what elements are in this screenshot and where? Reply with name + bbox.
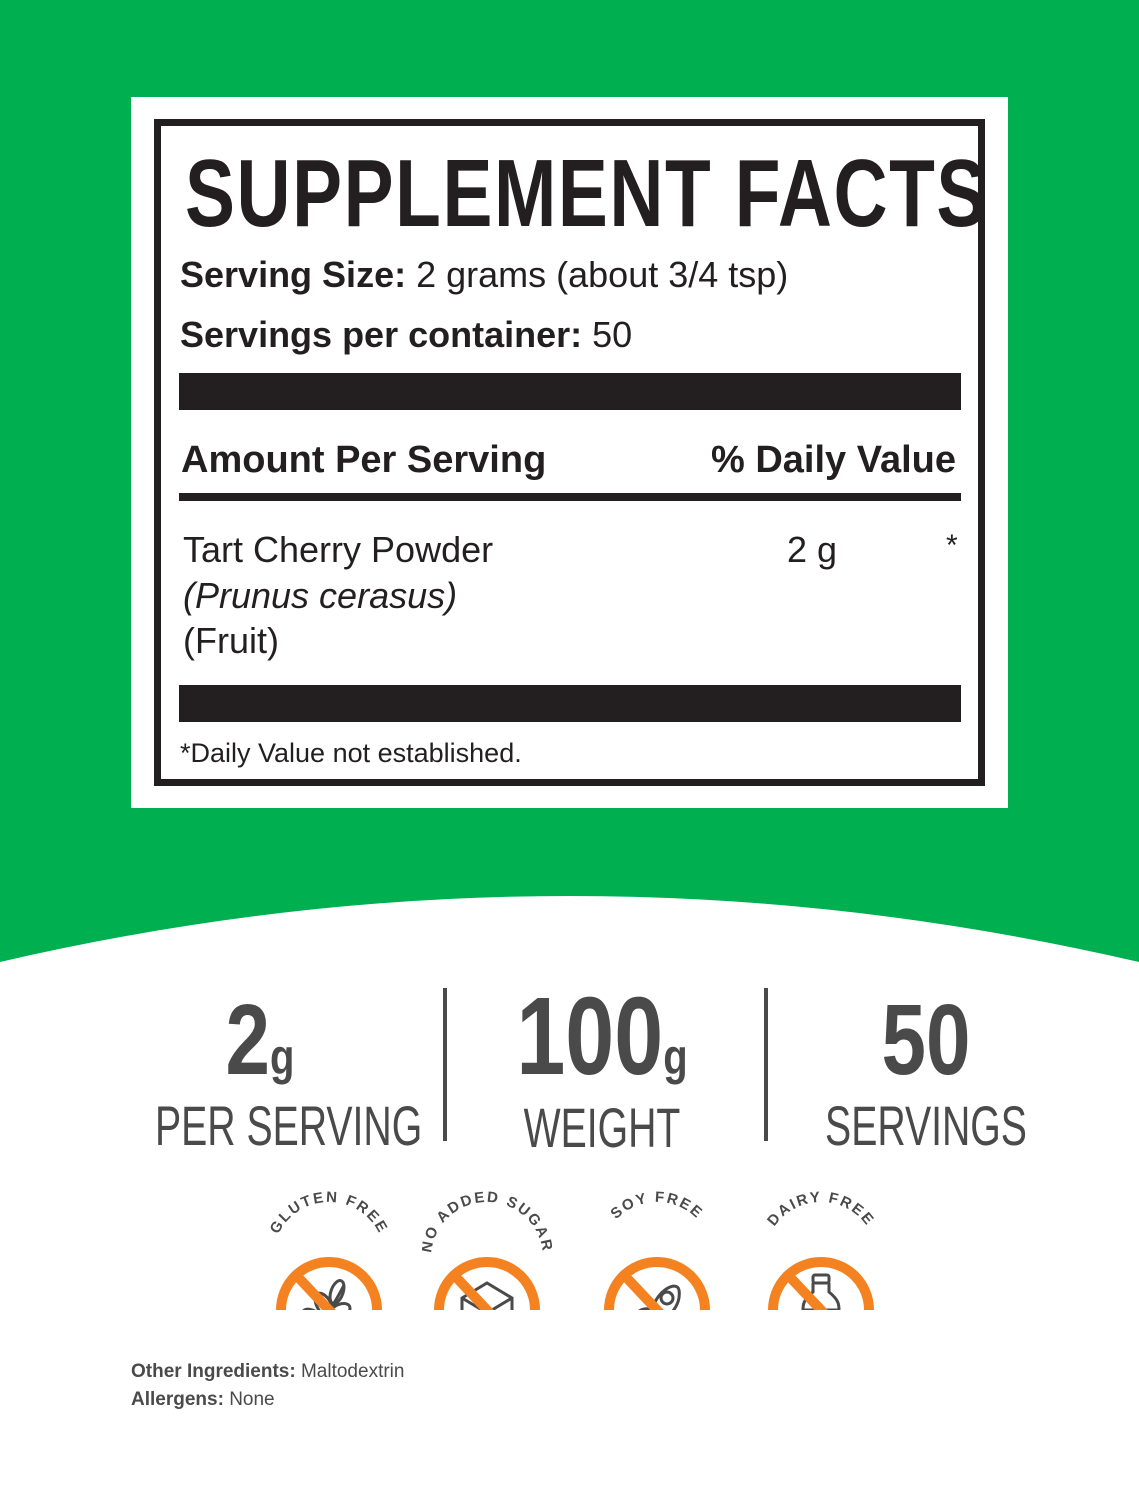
- prohibited-slash-icon: [450, 1271, 494, 1310]
- thick-divider-bottom: [179, 685, 961, 722]
- ingredient-latin: (Prunus cerasus): [183, 575, 458, 616]
- prohibited-circle-icon: [434, 1257, 540, 1310]
- badge-label: GLUTEN FREE: [267, 1189, 392, 1237]
- amount-header: Amount Per Serving: [181, 439, 547, 481]
- servings-value: 50: [592, 314, 633, 355]
- serving-size-value: 2 grams (about 3/4 tsp): [416, 254, 789, 295]
- ingredient-name: Tart Cherry Powder: [183, 529, 494, 570]
- stat-divider: [443, 988, 447, 1141]
- allergens-label: Allergens:: [131, 1389, 224, 1410]
- prohibited-circle-icon: [604, 1257, 710, 1310]
- prohibited-slash-icon: [620, 1271, 664, 1310]
- stat-per-serving: 2g PER SERVING: [155, 984, 423, 1157]
- thick-divider: [179, 373, 961, 410]
- sugar-cube-icon: [460, 1281, 514, 1310]
- badge-no-added-sugar: NO ADDED SUGAR: [422, 1178, 552, 1310]
- badge-soy-free: SOY FREE: [592, 1178, 722, 1310]
- prohibited-slash-icon: [784, 1271, 828, 1310]
- stat-servings: 50 SERVINGS: [825, 984, 1027, 1157]
- footnote: *Daily Value not established.: [180, 738, 522, 768]
- supplement-facts-panel: SUPPLEMENT FACTS Serving Size: 2 grams (…: [154, 119, 988, 786]
- dv-header: % Daily Value: [710, 439, 956, 481]
- badge-label: DAIRY FREE: [764, 1189, 878, 1230]
- allergens-value: None: [229, 1389, 275, 1410]
- ingredient-dv: *: [946, 529, 958, 562]
- stat-divider: [764, 988, 768, 1141]
- other-ingredients-label: Other Ingredients:: [131, 1361, 296, 1382]
- prohibited-slash-icon: [292, 1271, 336, 1310]
- badge-gluten-free: GLUTEN FREE: [264, 1178, 394, 1310]
- divider: [179, 493, 961, 501]
- badge-label: NO ADDED SUGAR: [422, 1189, 552, 1254]
- stat-weight: 100g WEIGHT: [516, 975, 688, 1159]
- badge-label: SOY FREE: [607, 1189, 706, 1223]
- other-ingredients-value: Maltodextrin: [300, 1361, 405, 1382]
- badge-dairy-free: DAIRY FREE: [756, 1178, 886, 1310]
- prohibited-circle-icon: [276, 1257, 382, 1310]
- prohibited-circle-icon: [768, 1257, 874, 1310]
- servings-label: Servings per container:: [180, 314, 583, 355]
- serving-size-label: Serving Size:: [180, 254, 407, 295]
- facts-title: SUPPLEMENT FACTS: [185, 140, 988, 247]
- ingredient-amount: 2 g: [787, 529, 838, 570]
- ingredient-part: (Fruit): [183, 620, 279, 661]
